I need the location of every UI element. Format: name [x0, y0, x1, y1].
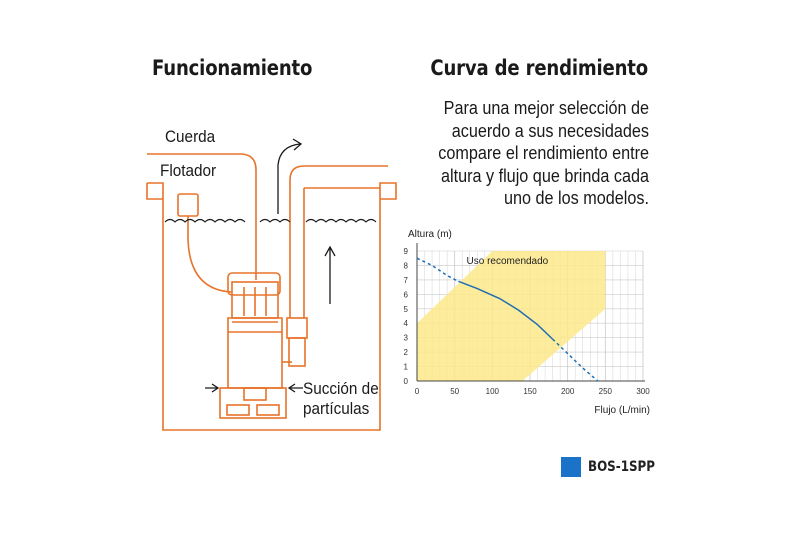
y-tick-label: 2 [404, 348, 409, 357]
series-line-dashed-end [552, 338, 599, 382]
suction-label-line2: partículas [303, 399, 370, 418]
y-tick-labels: 0 1 2 3 4 5 6 7 8 9 [404, 247, 409, 386]
outflow-arrow [277, 143, 301, 214]
x-tick-labels: 0 50 100 150 200 250 300 [415, 387, 650, 396]
y-axis-label: Altura (m) [408, 229, 452, 240]
description-line: Para una mejor selección de [443, 98, 649, 118]
description-line: altura y flujo que brinda cada [440, 165, 649, 186]
legend: BOS-1SPP [561, 457, 667, 477]
x-tick-label: 0 [415, 387, 420, 396]
y-tick-label: 3 [404, 334, 409, 343]
water-surface [164, 218, 377, 223]
description-line: uno de los modelos. [504, 188, 649, 208]
chart-axes [416, 243, 645, 382]
x-tick-label: 250 [599, 387, 613, 396]
legend-label: BOS-1SPP [588, 459, 655, 475]
y-tick-label: 4 [404, 319, 409, 328]
y-tick-label: 0 [404, 377, 409, 386]
funcionamiento-title: Funcionamiento [152, 56, 313, 80]
series-line-solid [458, 280, 554, 340]
suction-arrow-right [287, 383, 303, 393]
y-tick-label: 1 [404, 363, 409, 372]
y-tick-label: 6 [404, 290, 409, 299]
x-tick-label: 300 [636, 387, 650, 396]
pump-handle [227, 272, 281, 296]
series-line-dashed-start [416, 257, 459, 283]
suction-arrow-left [205, 383, 220, 393]
x-tick-label: 100 [486, 387, 500, 396]
x-tick-label: 150 [523, 387, 537, 396]
tank-outline [146, 182, 397, 431]
upflow-arrow [324, 245, 336, 304]
y-tick-label: 8 [404, 261, 409, 270]
description-line: compare el rendimiento entre [438, 143, 649, 163]
legend-swatch [561, 457, 581, 477]
curva-title: Curva de rendimiento [430, 56, 648, 80]
x-tick-label: 50 [450, 387, 459, 396]
suction-label-line1: Succión de [303, 379, 379, 398]
description-line: acuerdo a sus necesidades [451, 120, 649, 141]
cord-line [147, 153, 257, 280]
y-tick-label: 9 [404, 247, 409, 256]
cord-label: Cuerda [165, 127, 216, 146]
float-label: Flotador [160, 161, 217, 180]
y-tick-label: 7 [404, 276, 409, 285]
float-cable [187, 216, 233, 293]
discharge-pipe [289, 165, 388, 318]
y-tick-label: 5 [404, 305, 409, 314]
recommended-zone [417, 251, 606, 381]
x-axis-label: Flujo (L/min) [594, 405, 650, 416]
recommended-zone-label: Uso recomendado [467, 256, 549, 267]
description-text: Para una mejor selección de acuerdo a su… [352, 97, 649, 210]
x-tick-label: 200 [561, 387, 575, 396]
